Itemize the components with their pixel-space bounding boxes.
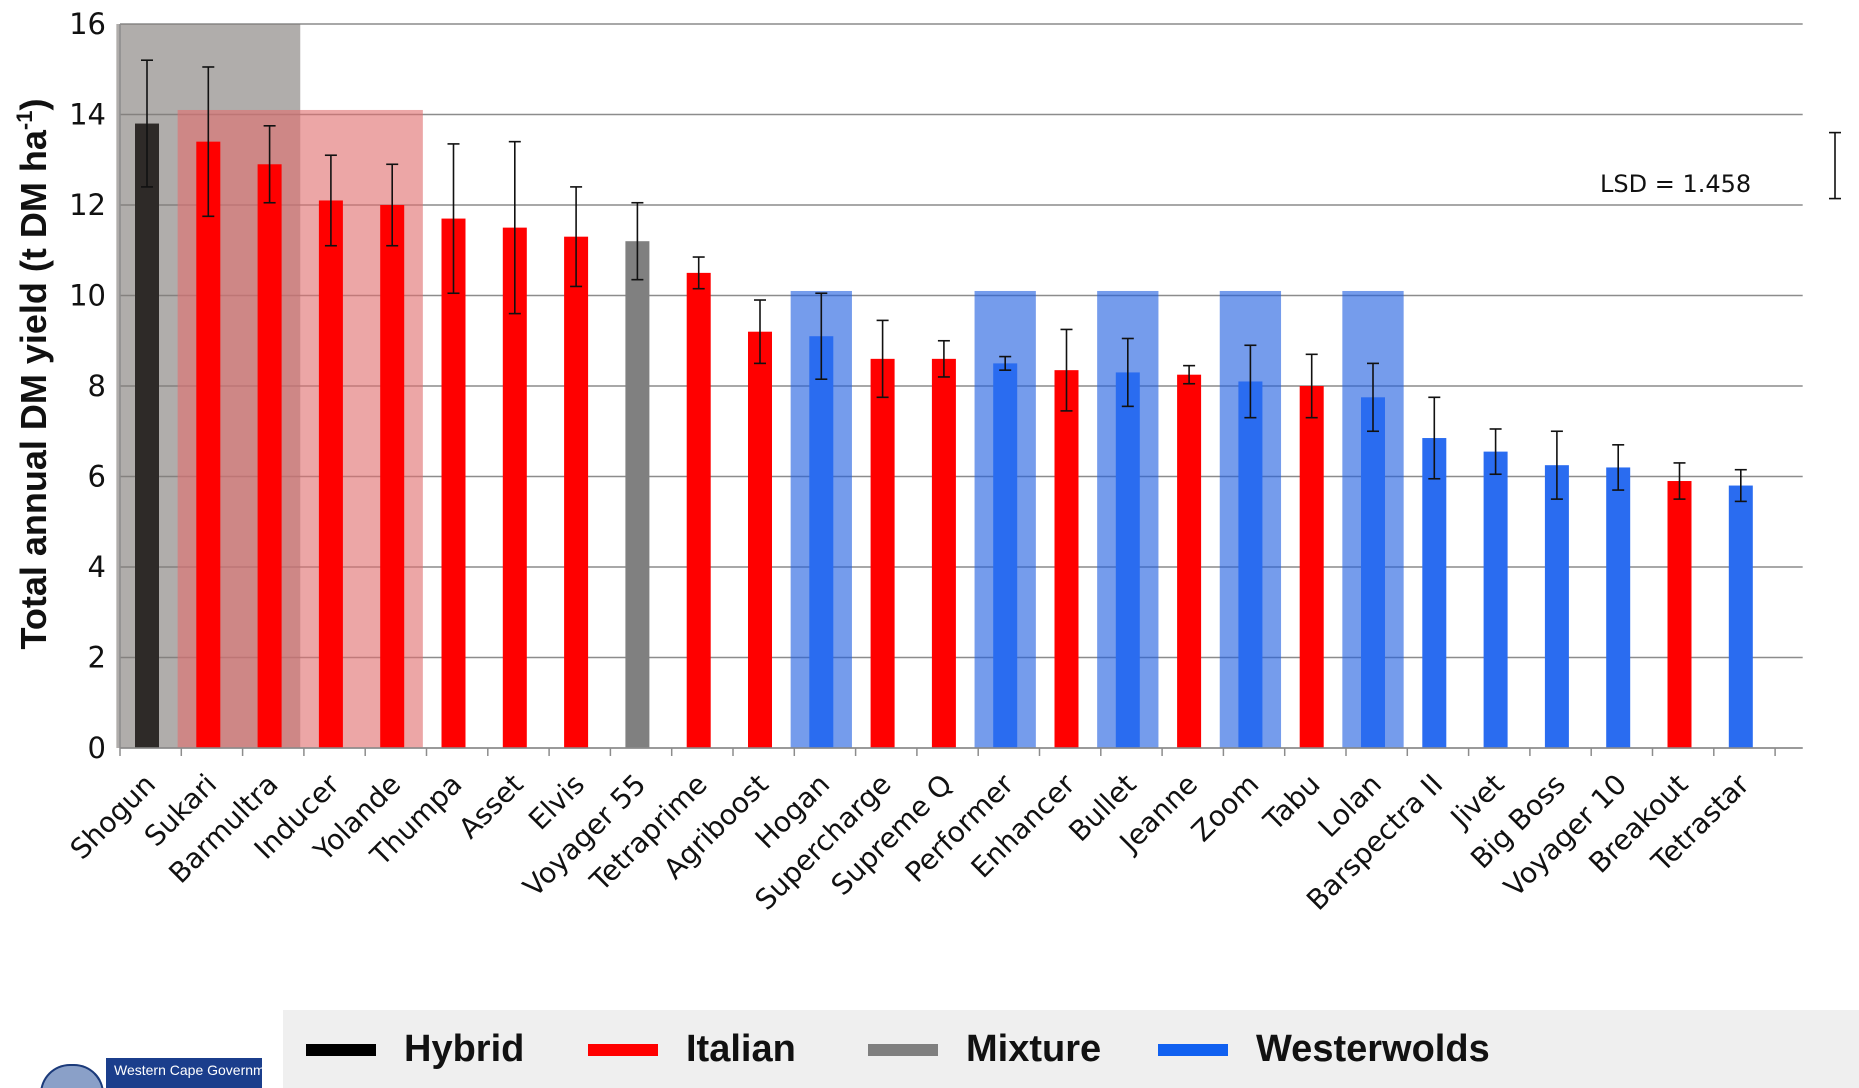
bar-4 (380, 205, 404, 748)
legend: Hybrid Italian Mixture Westerwolds (283, 1010, 1859, 1088)
legend-label-italian: Italian (686, 1028, 796, 1071)
bar-16 (1116, 372, 1140, 748)
bar-17 (1177, 375, 1201, 748)
y-tick-label-8: 8 (88, 369, 106, 403)
bar-11 (809, 336, 833, 748)
lsd-error-bar (1829, 133, 1841, 199)
y-tick-label-2: 2 (88, 641, 106, 675)
legend-item-hybrid: Hybrid (306, 1028, 524, 1071)
legend-label-mixture: Mixture (966, 1028, 1101, 1071)
bar-12 (871, 359, 895, 748)
bar-2 (258, 164, 282, 748)
bar-15 (1055, 370, 1079, 748)
x-tick-labels: ShogunSukariBarmultraInducerYolandeThump… (64, 767, 1756, 917)
legend-item-mixture: Mixture (868, 1028, 1101, 1071)
bar-25 (1668, 481, 1692, 748)
bar-14 (993, 363, 1017, 748)
bar-5 (442, 219, 466, 748)
y-tick-label-6: 6 (88, 460, 106, 494)
legend-item-westerwolds: Westerwolds (1158, 1028, 1490, 1071)
y-tick-label-12: 12 (69, 188, 106, 222)
logo-banner: Western Cape Government (106, 1058, 262, 1088)
crest-icon (40, 1064, 104, 1088)
legend-swatch-italian (588, 1044, 658, 1056)
y-tick-label-10: 10 (69, 279, 106, 313)
x-tick-label-0: Shogun (64, 768, 162, 866)
legend-swatch-westerwolds (1158, 1044, 1228, 1056)
western-cape-logo: Western Cape Government (40, 1058, 262, 1088)
bar-18 (1238, 381, 1262, 748)
bar-0 (135, 124, 159, 748)
logo-text: Western Cape Government (114, 1062, 262, 1078)
bar-9 (687, 273, 711, 748)
bar-7 (564, 237, 588, 748)
y-axis-label-superscript: -1 (12, 111, 37, 131)
legend-label-hybrid: Hybrid (404, 1028, 524, 1071)
y-axis-label-main: Total annual DM yield (t DM ha (13, 129, 54, 649)
y-axis-label: Total annual DM yield (t DM ha-1) (12, 99, 54, 650)
legend-label-westerwolds: Westerwolds (1256, 1028, 1490, 1071)
bar-22 (1484, 452, 1508, 748)
chart: 0 2 4 6 8 10 12 14 16 ShogunSukariBarmultraInduc… (0, 0, 1859, 1010)
legend-item-italian: Italian (588, 1028, 796, 1071)
bar-13 (932, 359, 956, 748)
x-tick-label-19: Tabu (1257, 768, 1327, 838)
legend-swatch-mixture (868, 1044, 938, 1056)
y-tick-label-0: 0 (88, 731, 106, 765)
legend-swatch-hybrid (306, 1044, 376, 1056)
x-tick-label-18: Zoom (1185, 768, 1265, 848)
lsd-annotation: LSD = 1.458 (1600, 170, 1751, 198)
bar-3 (319, 200, 343, 748)
y-tick-label-14: 14 (69, 98, 106, 132)
y-axis-label-close: ) (13, 99, 54, 111)
bar-8 (625, 241, 649, 748)
x-tick-label-6: Asset (452, 768, 529, 845)
y-tick-label-4: 4 (88, 550, 106, 584)
bar-1 (196, 142, 220, 748)
y-tick-labels: 0 2 4 6 8 10 12 14 16 (69, 7, 106, 765)
bar-20 (1361, 397, 1385, 748)
y-tick-label-16: 16 (69, 7, 106, 41)
bar-23 (1545, 465, 1569, 748)
bar-24 (1606, 467, 1630, 748)
bar-26 (1729, 486, 1753, 748)
bar-21 (1422, 438, 1446, 748)
bar-19 (1300, 386, 1324, 748)
bar-10 (748, 332, 772, 748)
